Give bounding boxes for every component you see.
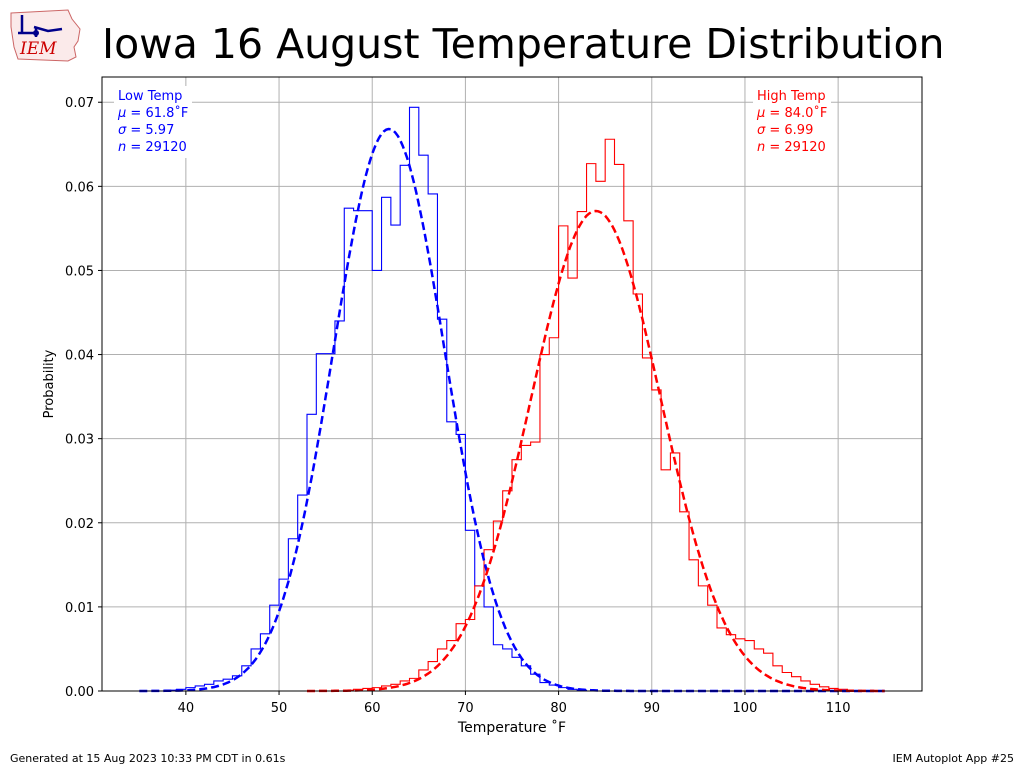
- logo-text: IEM: [19, 39, 57, 59]
- y-tick-label: 0.01: [65, 601, 94, 616]
- low-temp-mean: μ = 61.8˚F: [118, 106, 189, 121]
- station-dot: [33, 30, 39, 36]
- y-tick-label: 0.00: [65, 685, 94, 700]
- low-temp-stats: Low Temp μ = 61.8˚F σ = 5.97 n = 29120: [114, 86, 193, 158]
- x-tick-label: 70: [457, 701, 474, 716]
- low-temp-count: n = 29120: [118, 140, 187, 155]
- high-temp-stddev: σ = 6.99: [757, 123, 814, 138]
- histogram-high-temp: [343, 138, 849, 691]
- high-temp-label: High Temp: [757, 89, 826, 104]
- y-tick-label: 0.03: [65, 433, 94, 448]
- y-axis-label: Probability: [42, 349, 57, 418]
- y-tick-label: 0.04: [65, 349, 94, 364]
- y-tick-label: 0.02: [65, 517, 94, 532]
- generated-timestamp: Generated at 15 Aug 2023 10:33 PM CDT in…: [10, 752, 286, 765]
- y-tick-label: 0.07: [65, 96, 94, 111]
- app-label: IEM Autoplot App #25: [892, 752, 1015, 765]
- x-tick-label: 100: [733, 701, 758, 716]
- iem-logo: IEM: [10, 9, 81, 62]
- x-tick-label: 110: [826, 701, 851, 716]
- low-temp-stddev: σ = 5.97: [118, 123, 175, 138]
- weather-station-icon: [18, 15, 63, 37]
- fit-high-temp-normal-fit: [307, 209, 885, 693]
- plot-frame: [101, 76, 923, 692]
- x-axis-label: Temperature ˚F: [457, 719, 566, 736]
- x-tick-label: 60: [364, 701, 381, 716]
- iowa-outline: [10, 9, 81, 62]
- x-tick-label: 50: [271, 701, 288, 716]
- x-tick-label: 80: [550, 701, 567, 716]
- y-tick-label: 0.06: [65, 180, 94, 195]
- low-temp-label: Low Temp: [118, 89, 183, 104]
- high-temp-stats: High Temp μ = 84.0˚F σ = 6.99 n = 29120: [753, 86, 832, 158]
- x-tick-label: 90: [643, 701, 660, 716]
- x-tick-label: 40: [178, 701, 195, 716]
- high-temp-count: n = 29120: [757, 140, 826, 155]
- high-temp-mean: μ = 84.0˚F: [757, 106, 828, 121]
- histogram-low-temp: [166, 106, 588, 691]
- chart-title: Iowa 16 August Temperature Distribution: [102, 20, 945, 68]
- y-tick-label: 0.05: [65, 264, 94, 279]
